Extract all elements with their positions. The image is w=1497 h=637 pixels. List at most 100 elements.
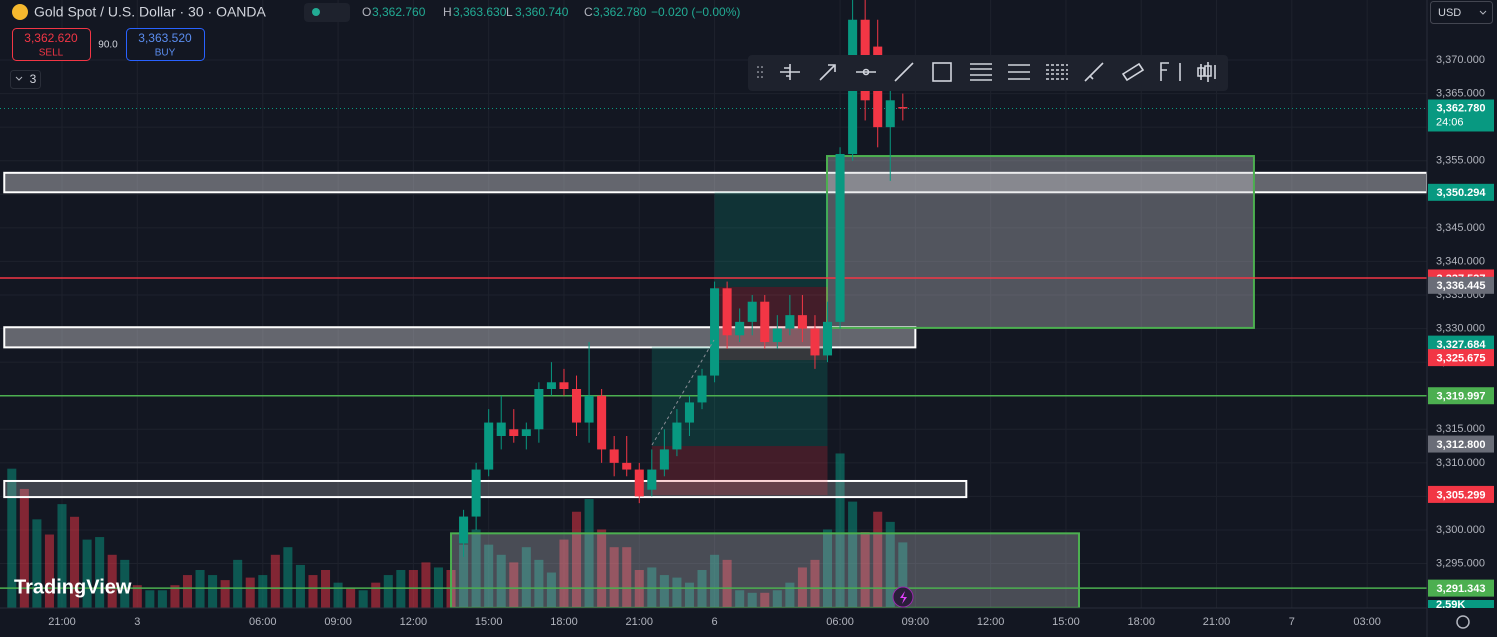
- price-tag: [1428, 349, 1494, 367]
- y-tick-label: 3,330.000: [1436, 322, 1485, 334]
- axes: 3,295.0003,300.0003,305.0003,310.0003,31…: [48, 54, 1494, 628]
- volume-bar: [710, 554, 720, 608]
- candle-body: [735, 321, 745, 336]
- tool-icon[interactable]: [1197, 62, 1216, 82]
- volume-bar: [822, 529, 833, 608]
- volume-bar: [534, 559, 544, 608]
- tool-icon[interactable]: [1084, 62, 1104, 82]
- ohlc-value: 3,360.740: [515, 5, 569, 19]
- volume-bar: [785, 582, 795, 608]
- volume-bar: [32, 519, 42, 608]
- volume-bar: [885, 521, 895, 608]
- volume-bar: [358, 590, 368, 608]
- volume-bar: [396, 570, 406, 608]
- volume-bar: [684, 582, 694, 608]
- candle-body: [684, 402, 694, 423]
- tool-icon[interactable]: [1008, 64, 1030, 80]
- volume-bar: [898, 542, 908, 608]
- x-tick-label: 06:00: [826, 616, 854, 628]
- countdown: 24:06: [1436, 116, 1464, 128]
- tool-icon[interactable]: [780, 64, 800, 80]
- candle-body: [509, 429, 519, 436]
- market-status: [312, 8, 320, 16]
- volume-bar: [848, 501, 858, 608]
- symbol-icon: [12, 4, 28, 20]
- volume-tag-label: 2.59K: [1436, 599, 1465, 611]
- candle-body: [747, 301, 757, 322]
- x-tick-label: 21:00: [626, 616, 654, 628]
- y-tick-label: 3,300.000: [1436, 524, 1485, 536]
- volume-bar: [7, 468, 17, 608]
- volume-bar: [484, 544, 494, 608]
- volume-bar: [860, 532, 870, 608]
- price-lines: [0, 107, 1427, 589]
- indicators-toggle[interactable]: [10, 70, 41, 89]
- volume-bar: [57, 504, 67, 608]
- volume-bar: [873, 511, 883, 608]
- price-change: −0.020 (−0.00%): [651, 5, 740, 19]
- candle-body: [597, 395, 607, 450]
- volume-bar: [107, 554, 117, 608]
- volume-bar: [471, 529, 481, 608]
- x-tick-label: 06:00: [249, 616, 277, 628]
- candle-body: [797, 315, 807, 329]
- volume-bar: [19, 488, 29, 608]
- volume-bar: [597, 529, 607, 608]
- sell-label: SELL: [39, 48, 64, 59]
- tool-icon[interactable]: [1121, 62, 1145, 82]
- volume-bar: [810, 559, 820, 608]
- price-tag-label: 3,327.684: [1437, 339, 1487, 351]
- candle-body: [521, 429, 531, 436]
- tool-icon[interactable]: [1160, 62, 1181, 81]
- volume-bar: [157, 590, 167, 608]
- price-tag: [1428, 485, 1494, 503]
- currency-select[interactable]: [1430, 1, 1493, 24]
- volume-bar: [559, 539, 569, 608]
- price-tag-label: 3,312.800: [1437, 439, 1486, 451]
- price-tag: [1428, 387, 1494, 405]
- candle-body: [484, 422, 494, 470]
- volume-bar: [270, 554, 280, 608]
- x-tick-label: 18:00: [550, 616, 578, 628]
- volume-bar: [170, 585, 180, 608]
- tool-icon[interactable]: [932, 62, 952, 82]
- volume-bar: [722, 559, 732, 608]
- tool-icon[interactable]: [970, 63, 992, 81]
- tool-icon[interactable]: [1046, 64, 1068, 80]
- candle-body: [697, 375, 707, 403]
- candle-body: [760, 301, 770, 342]
- y-tick-label: 3,370.000: [1436, 54, 1485, 66]
- symbol-title[interactable]: Gold Spot / U.S. Dollar · 30 · OANDA: [34, 4, 267, 20]
- volume-bar: [546, 572, 556, 608]
- drag-handle[interactable]: [757, 66, 763, 78]
- price-tag-label: 3,336.445: [1437, 280, 1486, 292]
- buy-button[interactable]: [126, 28, 205, 61]
- volume-bar: [459, 544, 469, 608]
- volume-bar: [609, 547, 619, 608]
- drawing-toolbar: [748, 55, 1228, 91]
- y-tick-label: 3,295.000: [1436, 557, 1485, 569]
- x-tick-label: 09:00: [324, 616, 352, 628]
- volume-bar: [220, 580, 230, 608]
- tool-icon[interactable]: [819, 64, 836, 81]
- ohlc-key: H: [443, 5, 452, 19]
- candle-body: [534, 388, 544, 430]
- tool-icon[interactable]: [894, 62, 914, 82]
- time-axis: [0, 608, 1427, 637]
- volume-bar: [421, 562, 431, 608]
- ohlc-value: 3,362.760: [372, 5, 426, 19]
- tool-icon[interactable]: [862, 68, 870, 76]
- candle-body: [835, 154, 845, 322]
- volume-bar: [697, 570, 707, 608]
- bolt: [900, 591, 907, 604]
- zone-box: [826, 155, 1255, 329]
- status-pill[interactable]: [304, 3, 350, 22]
- settings[interactable]: [1456, 615, 1470, 629]
- volume-bar: [584, 499, 594, 608]
- ohlc-value: 3,363.630: [453, 5, 507, 19]
- candle-body: [772, 328, 782, 342]
- y-tick-label: 3,365.000: [1436, 87, 1485, 99]
- sell-button[interactable]: [12, 28, 91, 61]
- volume-bar: [95, 537, 105, 608]
- candle-body: [710, 288, 720, 376]
